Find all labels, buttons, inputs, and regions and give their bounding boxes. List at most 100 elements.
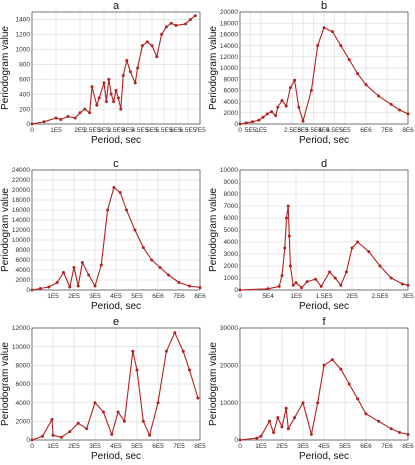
x-tick-label: 2E5 <box>68 293 80 300</box>
data-point <box>288 86 292 90</box>
data-point <box>173 331 177 335</box>
data-point <box>110 432 114 436</box>
data-point <box>333 276 337 280</box>
x-tick-label: 2.5E5 <box>372 293 389 300</box>
plot-frame <box>239 11 409 125</box>
data-point <box>265 112 269 116</box>
y-tick-label: 800 <box>19 61 30 68</box>
x-tick-label: 5E5 <box>146 127 158 134</box>
data-point <box>112 186 116 189</box>
data-point <box>83 107 87 111</box>
data-point <box>259 434 263 438</box>
panel-title: a <box>113 0 120 12</box>
x-tick-label: 3.5E5 <box>108 127 125 134</box>
y-tick-label: 0 <box>26 287 30 294</box>
data-point <box>128 70 132 74</box>
y-axis-title: Periodogram value <box>0 188 11 272</box>
x-tick-label: 3E5 <box>402 293 414 300</box>
plot-frame <box>31 169 201 291</box>
data-point <box>158 266 162 269</box>
data-point <box>316 401 320 405</box>
data-point <box>406 283 410 287</box>
data-point <box>167 273 170 277</box>
x-tick-label: 5E5 <box>131 293 143 300</box>
x-tick-label: 6.5E5 <box>180 127 197 134</box>
data-point <box>339 44 343 48</box>
data-point <box>251 120 255 124</box>
x-tick-label: 1E5 <box>50 127 62 134</box>
x-tick-label: 8E6 <box>402 127 414 134</box>
x-axis-title: Period, sec <box>299 301 349 312</box>
data-point <box>169 21 173 25</box>
y-tick-label: 10000 <box>220 167 238 174</box>
data-point <box>406 432 410 436</box>
data-point <box>398 431 402 434</box>
data-point <box>164 25 168 29</box>
y-tick-label: 6000 <box>224 215 239 222</box>
y-tick-label: 2000 <box>16 419 31 426</box>
data-point <box>301 119 305 123</box>
data-point <box>293 78 297 82</box>
data-point <box>288 264 292 268</box>
x-tick-label: 6E6 <box>360 443 372 450</box>
y-tick-label: 1400 <box>16 17 31 24</box>
data-point <box>72 266 76 269</box>
data-point <box>125 208 128 212</box>
y-tick-label: 4000 <box>224 239 239 246</box>
data-point <box>140 44 144 48</box>
x-tick-label: 4E5 <box>318 127 330 134</box>
data-point <box>238 288 242 292</box>
y-tick-label: 10000 <box>220 400 238 407</box>
data-point <box>30 122 34 126</box>
x-tick-label: 2.5E5 <box>284 127 301 134</box>
data-point <box>95 103 99 107</box>
x-axis-title: Period, sec <box>91 451 141 462</box>
y-tick-label: 8000 <box>224 191 239 198</box>
x-tick-label: 0 <box>30 127 34 134</box>
x-tick-label: 0 <box>238 293 242 300</box>
data-point <box>150 258 154 262</box>
data-point <box>280 425 284 429</box>
data-point <box>174 23 178 27</box>
data-point <box>286 204 290 208</box>
x-tick-label: 5E5 <box>339 127 351 134</box>
y-tick-label: 5000 <box>224 227 239 234</box>
x-tick-label: 8E6 <box>194 293 206 300</box>
data-point <box>377 94 381 98</box>
y-tick-label: 0 <box>26 121 30 128</box>
data-point <box>114 88 118 92</box>
x-tick-label: 1E5 <box>47 443 59 450</box>
data-point <box>55 281 59 284</box>
data-point <box>344 270 348 274</box>
plot-frame <box>31 11 201 125</box>
y-tick-label: 10000 <box>12 344 30 351</box>
data-point <box>104 100 108 104</box>
data-point <box>51 433 55 437</box>
x-tick-label: 4E5 <box>318 443 330 450</box>
y-tick-label: 18000 <box>12 197 30 204</box>
data-point <box>93 284 97 288</box>
panel-title: d <box>321 158 327 170</box>
series-line <box>31 186 201 291</box>
x-tick-label: 1E5 <box>255 443 267 450</box>
data-point <box>121 74 125 77</box>
data-point <box>30 288 34 292</box>
data-point <box>314 277 318 281</box>
data-point <box>293 416 297 420</box>
data-point <box>133 228 137 232</box>
y-axis-title: Periodogram value <box>208 188 219 272</box>
data-point <box>377 419 381 423</box>
data-point <box>267 419 271 423</box>
series-line <box>31 332 199 441</box>
y-tick-label: 14000 <box>12 217 30 224</box>
x-tick-label: 7E5 <box>173 443 185 450</box>
x-tick-label: 7E6 <box>173 293 185 300</box>
data-point <box>106 208 110 212</box>
data-point <box>177 281 181 284</box>
data-point <box>328 270 332 274</box>
x-axis-title: Period, sec <box>91 135 141 146</box>
x-tick-label: 6E5 <box>170 127 182 134</box>
data-point <box>59 118 63 121</box>
y-tick-label: 14000 <box>220 43 238 50</box>
